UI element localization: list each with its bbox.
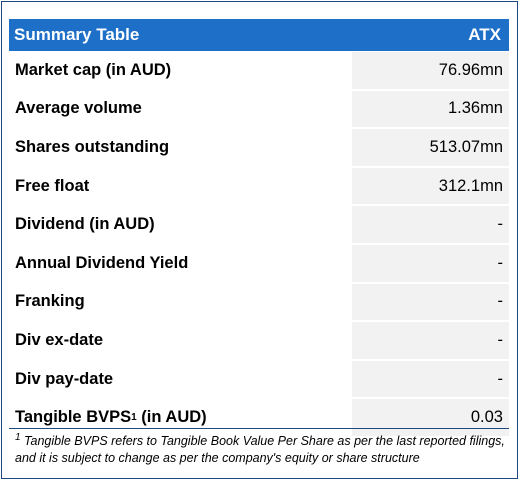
- row-value: -: [352, 243, 509, 283]
- row-value: 76.96mn: [352, 51, 509, 90]
- footnote: 1 Tangible BVPS refers to Tangible Book …: [9, 428, 509, 467]
- row-value: 312.1mn: [352, 166, 509, 206]
- table-row: Market cap (in AUD) 76.96mn: [9, 51, 509, 90]
- row-label: Div ex-date: [15, 330, 104, 349]
- table-header: Summary Table ATX: [9, 19, 509, 51]
- table-row: Franking -: [9, 282, 509, 322]
- row-label-suffix: (in AUD): [136, 408, 207, 427]
- table-row: Shares outstanding 513.07mn: [9, 128, 509, 167]
- row-label: Average volume: [15, 99, 142, 118]
- table-row: Div ex-date -: [9, 321, 509, 360]
- row-label: Annual Dividend Yield: [15, 253, 189, 272]
- table-row: Div pay-date -: [9, 359, 509, 399]
- footnote-number: 1: [15, 431, 21, 443]
- row-label: Franking: [15, 292, 85, 311]
- summary-rows: Market cap (in AUD) 76.96mn Average volu…: [9, 51, 509, 437]
- table-row: Free float 312.1mn: [9, 166, 509, 206]
- row-value: -: [352, 205, 509, 244]
- row-label-tangible-bvps: Tangible BVPS 1 (in AUD): [15, 408, 207, 427]
- row-label: Shares outstanding: [15, 137, 170, 156]
- row-label: Div pay-date: [15, 369, 114, 388]
- row-value: -: [352, 321, 509, 360]
- row-value: 1.36mn: [352, 89, 509, 129]
- row-value: -: [352, 282, 509, 322]
- row-label: Dividend (in AUD): [15, 215, 155, 234]
- table-row: Tangible BVPS 1 (in AUD) 0.03: [9, 398, 509, 437]
- row-label: Market cap (in AUD): [15, 60, 172, 79]
- row-label: Free float: [15, 176, 90, 195]
- table-row: Annual Dividend Yield -: [9, 243, 509, 283]
- table-row: Average volume 1.36mn: [9, 89, 509, 129]
- row-label-text: Tangible BVPS: [15, 408, 132, 427]
- table-title: Summary Table: [14, 25, 140, 44]
- footnote-text: Tangible BVPS refers to Tangible Book Va…: [15, 434, 505, 465]
- ticker-label: ATX: [468, 25, 501, 44]
- row-value: 0.03: [352, 398, 509, 437]
- row-value: -: [352, 359, 509, 399]
- table-row: Dividend (in AUD) -: [9, 205, 509, 244]
- row-value: 513.07mn: [352, 128, 509, 167]
